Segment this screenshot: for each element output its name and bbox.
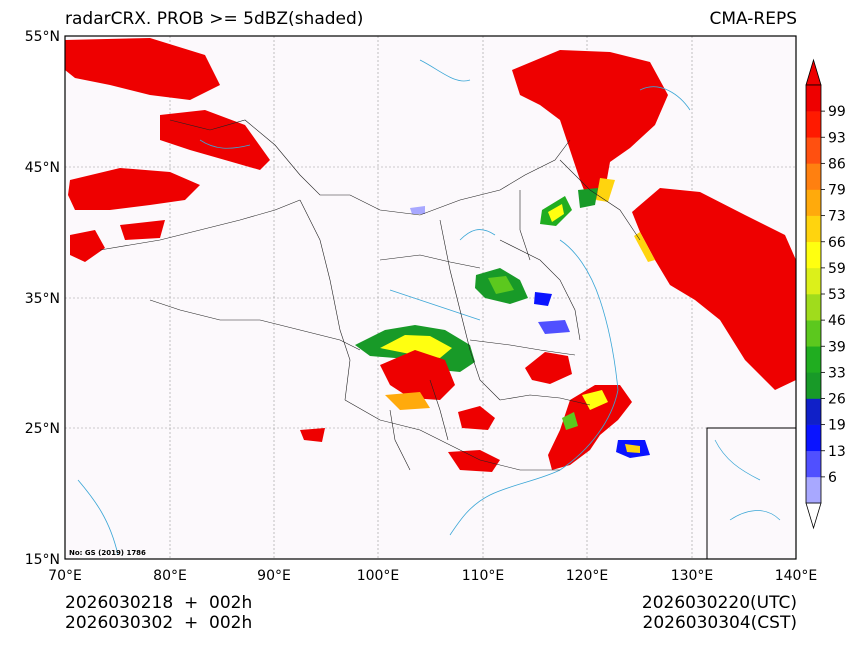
colorbar-segment <box>806 215 821 243</box>
colorbar-label: 13 <box>828 444 846 460</box>
lon-label: 90°E <box>257 568 291 584</box>
chart-title: radarCRX. PROB >= 5dBZ(shaded) <box>65 9 364 29</box>
valid-time-utc: 2026030220(UTC) <box>641 593 797 613</box>
init-time-cst: 2026030302 + 002h <box>65 613 253 633</box>
colorbar-label: 59 <box>828 261 846 277</box>
colorbar-segment <box>806 476 821 504</box>
colorbar-segment <box>806 424 821 452</box>
colorbar-segment <box>806 450 821 478</box>
colorbar-segment <box>806 137 821 164</box>
boundaries <box>99 119 641 471</box>
lon-label: 80°E <box>153 568 187 584</box>
lon-label: 140°E <box>775 568 818 584</box>
lon-label: 100°E <box>357 568 400 584</box>
colorbar-label: 26 <box>828 392 846 408</box>
probability-shading <box>65 38 796 472</box>
colorbar-segment <box>806 398 821 425</box>
coastlines <box>77 59 691 556</box>
review-number: No: GS (2019) 1786 <box>69 549 146 557</box>
colorbar-segment <box>806 241 821 269</box>
colorbar-segment <box>806 372 821 399</box>
lon-label: 120°E <box>566 568 609 584</box>
lon-label: 110°E <box>462 568 505 584</box>
lon-label: 130°E <box>671 568 714 584</box>
colorbar-segment <box>806 85 821 112</box>
colorbar-label: 66 <box>828 235 846 251</box>
colorbar-label: 93 <box>828 130 846 146</box>
colorbar-label: 79 <box>828 183 846 199</box>
colorbar-segment <box>806 346 821 373</box>
lat-label: 55°N <box>25 29 60 45</box>
colorbar-label: 53 <box>828 287 846 303</box>
map-frame <box>64 35 797 560</box>
lon-label: 70°E <box>48 568 82 584</box>
colorbar-label: 39 <box>828 339 846 355</box>
colorbar-label: 46 <box>828 313 846 329</box>
inset-coastline <box>714 439 781 521</box>
colorbar-label: 73 <box>828 209 846 225</box>
colorbar: 6 13 19 26 33 39 46 53 59 66 73 79 86 93 99 <box>805 58 846 530</box>
colorbar-segment <box>806 163 821 190</box>
valid-time-block: 2026030220(UTC) 2026030304(CST) <box>642 593 797 633</box>
colorbar-label: 19 <box>828 418 846 434</box>
lat-label: 35°N <box>25 291 60 307</box>
lat-label: 25°N <box>25 421 60 437</box>
model-name: CMA-REPS <box>709 9 797 29</box>
lat-label: 45°N <box>25 160 60 176</box>
colorbar-label: 86 <box>828 156 846 172</box>
colorbar-segment <box>806 111 821 138</box>
colorbar-segment <box>806 189 821 216</box>
colorbar-segment <box>806 320 821 347</box>
lat-label: 15°N <box>25 552 60 568</box>
init-time-utc: 2026030218 + 002h <box>65 593 253 613</box>
inset-map <box>706 427 797 560</box>
init-time-block: 2026030218 + 002h 2026030302 + 002h <box>65 593 252 633</box>
colorbar-label: 33 <box>828 365 846 381</box>
colorbar-segment <box>806 294 821 321</box>
colorbar-label: 99 <box>828 104 846 120</box>
colorbar-segment <box>806 267 821 295</box>
colorbar-extend-max <box>805 58 822 86</box>
colorbar-label: 6 <box>828 470 837 486</box>
valid-time-cst: 2026030304(CST) <box>642 613 797 633</box>
colorbar-extend-min <box>805 502 822 530</box>
